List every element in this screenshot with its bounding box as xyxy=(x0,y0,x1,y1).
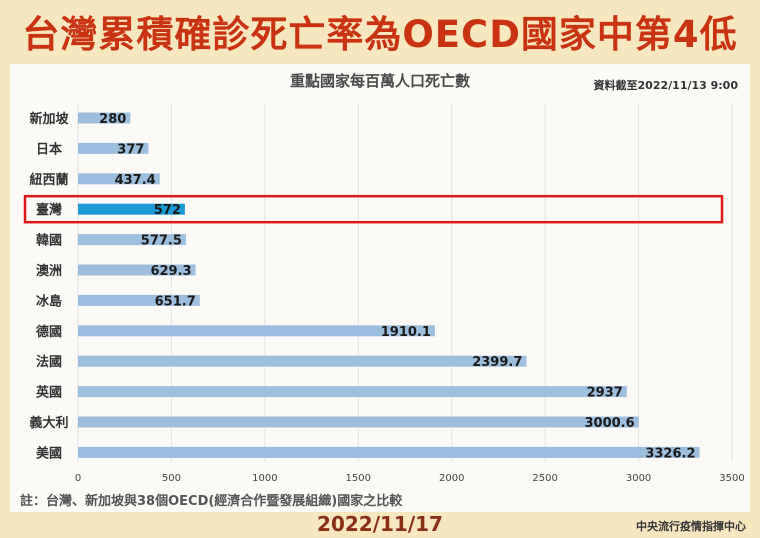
bar xyxy=(78,446,700,458)
x-tick-label: 0 xyxy=(75,473,81,484)
data-label: 577.5 xyxy=(141,234,182,249)
x-tick-label: 2500 xyxy=(532,473,557,484)
bar xyxy=(78,355,527,367)
category-label: 日本 xyxy=(36,141,62,157)
bar xyxy=(78,386,627,398)
data-label: 651.7 xyxy=(155,294,196,309)
data-label: 377 xyxy=(117,142,144,157)
bar xyxy=(78,264,196,276)
data-label: 572 xyxy=(154,203,181,218)
category-label: 英國 xyxy=(35,385,62,401)
bar xyxy=(78,416,639,428)
data-label: 280 xyxy=(99,112,126,127)
bar xyxy=(78,112,131,124)
category-label: 法國 xyxy=(36,354,62,370)
footnote: 註：台灣、新加坡與38個OECD(經濟合作暨發展組織)國家之比較 xyxy=(20,494,403,509)
source-label: 中央流行疫情指揮中心 xyxy=(636,520,746,533)
category-label: 德國 xyxy=(36,324,62,340)
data-label: 3000.6 xyxy=(585,416,635,431)
bar xyxy=(78,234,186,246)
data-label: 1910.1 xyxy=(381,325,431,340)
page-title: 台灣累積確診死亡率為OECD國家中第4低 xyxy=(22,13,738,56)
bar xyxy=(78,203,185,215)
x-tick-label: 2000 xyxy=(439,473,464,484)
bar xyxy=(78,294,200,306)
data-as-of: 資料截至2022/11/13 9:00 xyxy=(593,79,738,92)
category-label: 冰島 xyxy=(36,293,62,309)
chart-panel xyxy=(10,64,750,512)
category-label: 韓國 xyxy=(36,233,62,249)
category-label: 新加坡 xyxy=(29,111,69,127)
category-label: 紐西蘭 xyxy=(29,172,68,188)
publish-date: 2022/11/17 xyxy=(317,512,443,536)
chart-title: 重點國家每百萬人口死亡數 xyxy=(289,72,470,90)
data-label: 2399.7 xyxy=(472,355,522,370)
x-tick-label: 1500 xyxy=(346,473,371,484)
x-tick-label: 3000 xyxy=(626,473,651,484)
category-label: 義大利 xyxy=(29,415,68,431)
x-tick-label: 1000 xyxy=(252,473,277,484)
highlight-box xyxy=(23,194,724,224)
data-label: 437.4 xyxy=(115,173,156,188)
category-label: 臺灣 xyxy=(36,202,62,218)
data-label: 629.3 xyxy=(150,264,191,279)
x-tick-label: 500 xyxy=(162,473,181,484)
data-label: 2937 xyxy=(587,386,623,401)
bar xyxy=(78,325,435,337)
data-label: 3326.2 xyxy=(645,446,695,461)
bar xyxy=(78,173,160,185)
category-label: 澳洲 xyxy=(36,263,62,279)
x-tick-label: 3500 xyxy=(719,473,744,484)
bar xyxy=(78,142,149,154)
category-label: 美國 xyxy=(36,445,62,461)
